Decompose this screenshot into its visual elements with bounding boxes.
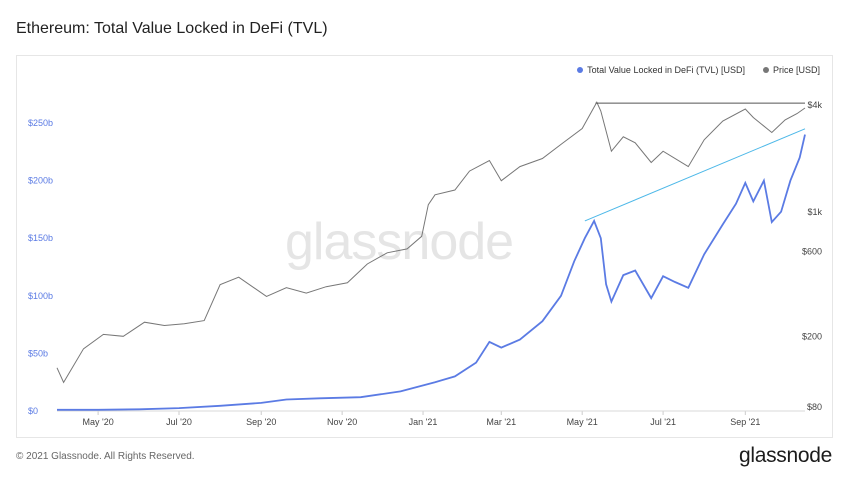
x-tick-label: Jul '21 [650,417,676,427]
right-tick-label: $80 [807,402,822,412]
right-tick-label: $4k [807,100,822,110]
x-axis-ticks: May '20 Jul '20 Sep '20 Nov '20 Jan '21 Mar '… [82,411,760,427]
tvl-trend-line [584,128,806,222]
x-tick-label: Nov '20 [327,417,357,427]
x-tick-label: Sep '20 [246,417,276,427]
legend-label-price: Price [USD] [772,65,820,75]
legend-item-price[interactable]: Price [USD] [762,65,820,75]
left-tick-label: $150b [28,233,53,243]
legend: Total Value Locked in DeFi (TVL) [USD] P… [577,65,820,75]
right-tick-label: $1k [807,207,822,217]
chart-title: Ethereum: Total Value Locked in DeFi (TV… [16,20,328,37]
chart-panel [16,55,833,438]
left-tick-label: $50b [28,348,48,358]
x-tick-label: May '20 [82,417,113,427]
right-axis-ticks: $80 $200 $600 $1k $4k [802,100,823,412]
left-tick-label: $0 [28,406,38,416]
right-tick-label: $200 [802,331,822,341]
x-tick-label: Mar '21 [486,417,516,427]
left-tick-label: $200b [28,176,53,186]
legend-label-tvl: Total Value Locked in DeFi (TVL) [USD] [587,65,745,75]
x-tick-label: May '21 [567,417,598,427]
legend-item-tvl[interactable]: Total Value Locked in DeFi (TVL) [USD] [577,65,745,75]
legend-dot-tvl [577,67,584,73]
left-axis-ticks: $0 $50b $100b $150b $200b $250b [28,118,53,416]
legend-dot-price [762,67,769,73]
watermark: glassnode [285,213,514,271]
copyright: © 2021 Glassnode. All Rights Reserved. [16,451,195,462]
brand-logo[interactable]: glassnode [738,444,832,467]
left-tick-label: $100b [28,291,53,301]
series-price-line [56,101,806,384]
x-tick-label: Jul '20 [166,417,192,427]
series-tvl-line [57,134,806,411]
x-tick-label: Jan '21 [409,417,438,427]
left-tick-label: $250b [28,118,53,128]
x-tick-label: Sep '21 [730,417,760,427]
right-tick-label: $600 [802,246,822,256]
